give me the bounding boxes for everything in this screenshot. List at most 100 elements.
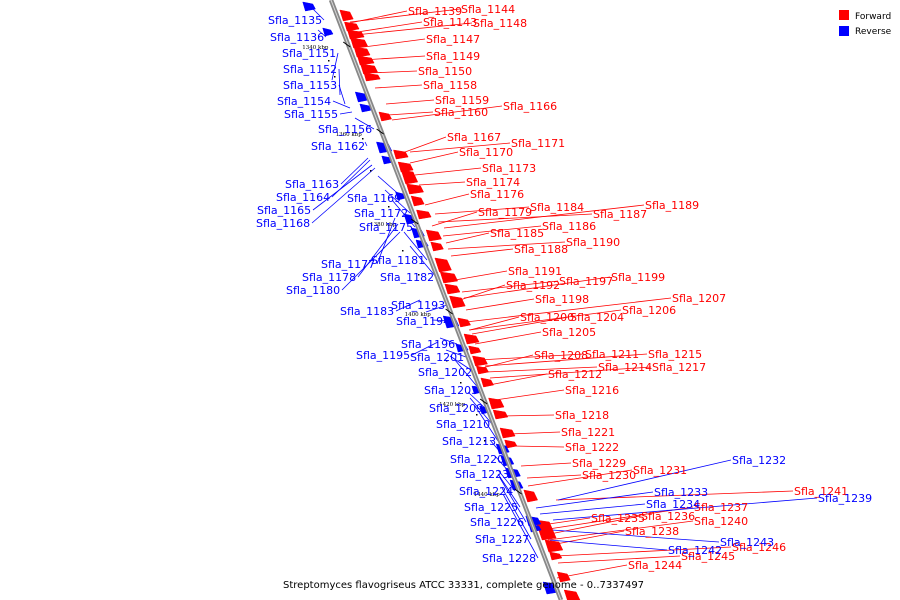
forward-leader-line	[468, 309, 622, 331]
forward-gene-label: Sfla_1231	[633, 464, 687, 477]
reverse-gene-label: Sfla_1243	[720, 536, 774, 549]
forward-gene-label: Sfla_1190	[566, 236, 620, 249]
feature-dot	[446, 360, 448, 362]
tick-label: 1360 kbp	[336, 132, 363, 138]
reverse-gene-label: Sfla_1213	[442, 435, 496, 448]
forward-gene	[400, 169, 419, 185]
reverse-gene-label: Sfla_1227	[475, 533, 529, 546]
forward-leader-line	[463, 276, 611, 299]
forward-leader-line	[409, 151, 459, 164]
reverse-leader-line	[341, 231, 401, 291]
tick-label: 1340 kbp	[302, 45, 329, 51]
reverse-gene	[322, 27, 334, 37]
forward-gene	[444, 283, 461, 295]
forward-gene	[416, 209, 432, 220]
tick-label: 1380 kbp	[370, 222, 397, 228]
forward-gene-label: Sfla_1148	[473, 17, 527, 30]
reverse-leader-line	[535, 491, 654, 509]
feature-dot	[476, 414, 478, 416]
forward-gene-label: Sfla_1198	[535, 293, 589, 306]
reverse-gene-label: Sfla_1178	[302, 271, 356, 284]
forward-leader-line	[474, 331, 542, 345]
forward-leader-line	[418, 181, 466, 186]
forward-leader-line	[450, 248, 514, 257]
forward-gene	[353, 46, 371, 58]
reverse-leader-line	[439, 337, 458, 345]
reverse-leader-line	[557, 459, 732, 501]
forward-leader-line	[557, 555, 681, 564]
reverse-gene-label: Sfla_1225	[464, 501, 518, 514]
forward-gene-label: Sfla_1185	[490, 227, 544, 240]
legend-reverse-swatch	[839, 26, 849, 36]
forward-gene-label: Sfla_1171	[511, 137, 565, 150]
forward-leader-line	[465, 298, 535, 311]
reverse-gene-label: Sfla_1172	[354, 207, 408, 220]
reverse-leader-line	[539, 503, 646, 515]
forward-leader-line	[374, 84, 423, 89]
forward-leader-line	[354, 22, 473, 36]
feature-dot	[418, 274, 420, 276]
reverse-gene-label: Sfla_1152	[283, 63, 337, 76]
forward-leader-line	[481, 354, 534, 369]
forward-leader-line	[556, 564, 628, 579]
legend-forward-label: Forward	[855, 12, 891, 22]
forward-gene-label: Sfla_1217	[652, 361, 706, 374]
reverse-leader-line	[552, 497, 818, 521]
forward-leader-line	[431, 211, 478, 227]
forward-leader-line	[404, 136, 447, 153]
reverse-gene-label: Sfla_1153	[283, 79, 337, 92]
forward-gene	[378, 111, 392, 122]
forward-gene-label: Sfla_1221	[561, 426, 615, 439]
forward-leader-line	[485, 366, 598, 373]
forward-gene	[480, 377, 494, 388]
forward-leader-line	[349, 8, 461, 23]
reverse-leader-line	[445, 349, 467, 358]
reverse-leader-line	[467, 391, 486, 409]
forward-leader-line	[547, 520, 694, 541]
reverse-gene-label: Sfla_1201	[410, 351, 464, 364]
leader-lines	[309, 5, 818, 579]
reverse-leader-line	[449, 355, 475, 373]
reverse-leader-line	[501, 487, 532, 540]
forward-gene	[350, 37, 368, 49]
forward-leader-line	[387, 111, 434, 116]
tick-mark	[445, 308, 453, 315]
reverse-leader-line	[357, 223, 399, 278]
reverse-gene-label: Sfla_1194	[396, 315, 450, 328]
reverse-leader-line	[354, 117, 375, 130]
forward-leader-line	[350, 21, 423, 34]
forward-leader-line	[502, 414, 555, 417]
forward-leader-line	[550, 530, 625, 546]
forward-leader-line	[494, 389, 565, 401]
forward-gene-label: Sfla_1159	[435, 94, 489, 107]
forward-leader-line	[454, 270, 508, 281]
tick-label: 1420 kbp	[439, 402, 466, 408]
forward-gene-label: Sfla_1246	[732, 541, 786, 554]
forward-gene	[449, 295, 466, 309]
reverse-gene-label: Sfla_1164	[276, 191, 330, 204]
forward-gene-label: Sfla_1222	[565, 441, 619, 454]
forward-gene-label: Sfla_1143	[423, 16, 477, 29]
reverse-leader-line	[395, 299, 421, 312]
reverse-leader-line	[497, 473, 521, 508]
reverse-leader-line	[549, 539, 668, 551]
forward-leader-line	[344, 10, 408, 25]
forward-gene-label: Sfla_1191	[508, 265, 562, 278]
reverse-gene-label: Sfla_1182	[380, 271, 434, 284]
reverse-gene-label: Sfla_1223	[455, 468, 509, 481]
reverse-leader-line	[474, 405, 499, 442]
forward-leader-line	[484, 353, 648, 367]
reverse-gene-label: Sfla_1168	[256, 217, 310, 230]
forward-gene-label: Sfla_1150	[418, 65, 472, 78]
forward-leader-line	[355, 38, 426, 49]
forward-gene-label: Sfla_1186	[542, 220, 596, 233]
reverse-gene-label: Sfla_1163	[285, 178, 339, 191]
reverse-gene-label: Sfla_1135	[268, 14, 322, 27]
forward-gene	[393, 149, 409, 160]
forward-gene-label: Sfla_1158	[423, 79, 477, 92]
reverse-leader-line	[338, 68, 341, 96]
forward-leader-line	[391, 105, 503, 121]
scale-ticks: 1340 kbp 1360 kbp 1380 kbp 1400 kbp 1420 kbp…	[302, 41, 522, 498]
